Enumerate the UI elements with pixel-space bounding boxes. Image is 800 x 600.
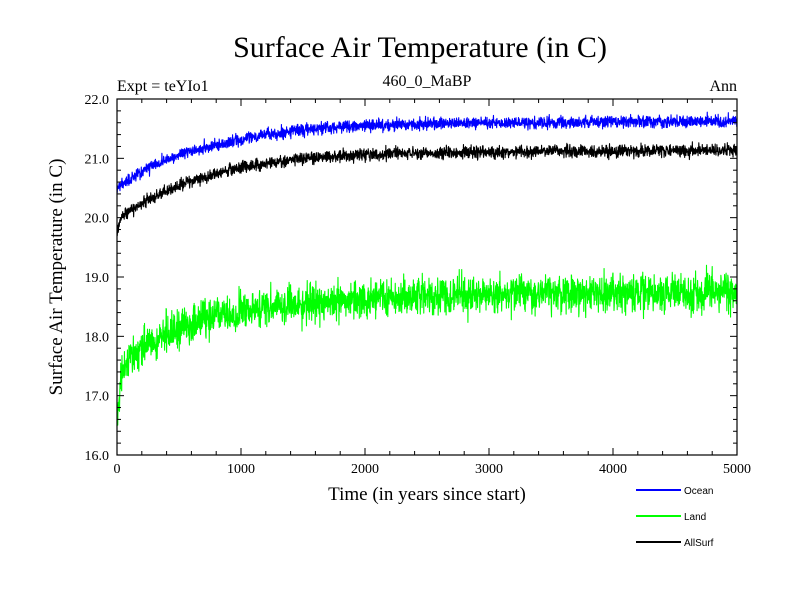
legend-label-allsurf: AllSurf — [684, 538, 714, 549]
season-label: Ann — [709, 78, 737, 95]
series-land-line — [116, 264, 738, 427]
plot-frame — [116, 98, 738, 456]
x-tick-label: 5000 — [723, 462, 751, 477]
legend-label-land: Land — [684, 512, 706, 523]
x-tick-label: 1000 — [227, 462, 255, 477]
x-tick-label: 4000 — [599, 462, 627, 477]
legend: Ocean Land AllSurf — [636, 486, 714, 549]
experiment-label: Expt = teYIo1 — [117, 78, 209, 95]
x-tick-label: 0 — [114, 462, 121, 477]
y-tick-label: 21.0 — [85, 152, 110, 167]
x-axis-label: Time (in years since start) — [328, 484, 526, 505]
legend-label-ocean: Ocean — [684, 486, 713, 497]
y-tick-label: 20.0 — [85, 212, 110, 227]
y-tick-label: 22.0 — [85, 93, 110, 108]
axis-layer: 0 1000 2000 3000 4000 5000 16.0 17.0 18.0 19.0 20.… — [85, 93, 752, 477]
series-ocean-line — [116, 111, 738, 194]
chart-title: Surface Air Temperature (in C) — [233, 31, 607, 64]
y-tick-label: 18.0 — [85, 330, 110, 345]
x-tick-label: 3000 — [475, 462, 503, 477]
y-tick-label: 16.0 — [85, 449, 110, 464]
y-axis-label: Surface Air Temperature (in C) — [46, 159, 67, 396]
x-tick-label: 2000 — [351, 462, 379, 477]
series-layer — [116, 111, 738, 427]
period-label: 460_0_MaBP — [383, 73, 472, 90]
series-allsurf-line — [116, 141, 738, 237]
y-tick-label: 19.0 — [85, 271, 110, 286]
y-tick-label: 17.0 — [85, 390, 110, 405]
